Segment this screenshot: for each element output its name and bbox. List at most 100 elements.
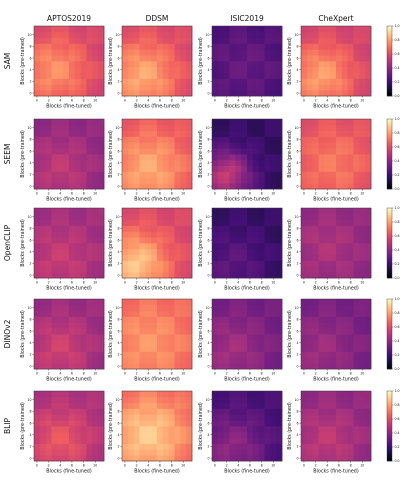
heatmap-cell xyxy=(336,328,343,335)
heatmap-cell xyxy=(133,72,140,79)
heatmap-cell xyxy=(162,408,170,415)
heatmap-cell xyxy=(235,183,242,190)
heatmap-cell xyxy=(212,420,219,427)
heatmap-cell xyxy=(241,391,248,398)
heatmap-cell xyxy=(241,237,248,244)
y-tick-label: 0 xyxy=(207,91,209,95)
heatmap-cell xyxy=(223,272,230,279)
heatmap-cell xyxy=(98,426,105,433)
heatmap-cell xyxy=(174,248,181,256)
heatmap-cell xyxy=(145,260,152,267)
heatmap-cell xyxy=(39,443,47,450)
heatmap-cell xyxy=(212,231,219,238)
heatmap-cell xyxy=(39,148,47,155)
heatmap-cell xyxy=(353,260,360,267)
heatmap-cell xyxy=(74,43,82,50)
heatmap-cell xyxy=(186,437,193,444)
heatmap-cell xyxy=(365,260,372,267)
heatmap-cell xyxy=(139,396,146,404)
heatmap-cell xyxy=(57,328,64,335)
heatmap-cell xyxy=(312,171,319,178)
colorbar-segment xyxy=(387,119,392,122)
heatmap-cell xyxy=(63,55,70,62)
heatmap-cell xyxy=(330,90,337,97)
colorbar-segment xyxy=(387,419,392,422)
heatmap-cell xyxy=(359,248,366,256)
heatmap-cell xyxy=(312,124,319,132)
heatmap-cell xyxy=(145,310,152,317)
heatmap-cell xyxy=(247,43,254,50)
heatmap-cell xyxy=(127,90,135,97)
y-tick-label: 0 xyxy=(29,456,31,460)
x-tick-label: 10 xyxy=(271,281,275,285)
heatmap-cell xyxy=(80,345,87,352)
heatmap-cell xyxy=(212,49,219,56)
heatmap-cell xyxy=(39,426,47,433)
heatmap-cell xyxy=(247,339,254,347)
heatmap-cell xyxy=(39,26,47,33)
heatmap-cell xyxy=(306,49,314,56)
heatmap-cell xyxy=(69,61,76,68)
heatmap-cell xyxy=(80,357,87,364)
heatmap-cell xyxy=(336,159,343,167)
colorbar-segment xyxy=(387,34,392,37)
heatmap-cell xyxy=(252,310,260,317)
heatmap-cell xyxy=(80,66,87,74)
heatmap-cell xyxy=(92,231,99,238)
heatmap-cell xyxy=(139,254,146,261)
heatmap-cell xyxy=(336,78,343,85)
heatmap-cell xyxy=(34,316,41,323)
heatmap-cell xyxy=(365,159,372,167)
heatmap-cell xyxy=(98,136,105,143)
heatmap-cell xyxy=(168,328,175,335)
heatmap-cell xyxy=(270,219,277,226)
heatmap-cell xyxy=(86,61,93,68)
heatmap-cell xyxy=(45,243,52,250)
heatmap-cell xyxy=(318,363,325,370)
heatmap-cell xyxy=(365,142,372,149)
heatmap-cell xyxy=(157,213,164,221)
heatmap-cell xyxy=(45,299,52,306)
heatmap-cell xyxy=(330,213,337,221)
x-tick-label: 10 xyxy=(93,281,97,285)
heatmap-cell xyxy=(252,142,260,149)
colorbar-tick-label: 0.2 xyxy=(395,80,400,84)
heatmap-cell xyxy=(63,431,70,439)
heatmap-cell xyxy=(145,78,152,85)
heatmap-cell xyxy=(92,248,99,256)
heatmap-cell xyxy=(122,66,129,74)
heatmap-cell xyxy=(247,328,254,335)
heatmap-cell xyxy=(324,231,331,238)
heatmap-cell xyxy=(330,391,337,398)
colorbar-segment xyxy=(387,306,392,309)
colorbar-segment xyxy=(387,64,392,67)
heatmap-cell xyxy=(139,159,146,167)
heatmap-cell xyxy=(330,66,337,74)
heatmap-cell xyxy=(223,455,230,462)
heatmap-cell xyxy=(212,72,219,79)
heatmap-cell xyxy=(365,266,372,273)
heatmap-cell xyxy=(80,208,87,215)
heatmap-cell xyxy=(63,402,70,409)
heatmap-cell xyxy=(92,243,99,250)
heatmap-cell xyxy=(127,177,135,184)
heatmap-cell xyxy=(276,130,283,137)
heatmap-cell xyxy=(301,66,308,74)
heatmap-cell xyxy=(264,219,271,226)
colorbar-segment xyxy=(387,187,392,190)
heatmap-cell xyxy=(86,254,93,261)
y-tick-label: 8 xyxy=(117,410,119,414)
heatmap-cell xyxy=(74,431,82,439)
colorbar-segment xyxy=(387,360,392,363)
heatmap-cell xyxy=(92,55,99,62)
heatmap-cell xyxy=(324,124,331,132)
heatmap-cell xyxy=(258,334,265,341)
heatmap-cell xyxy=(318,391,325,398)
colorbar-tick-label: 1.0 xyxy=(395,206,400,210)
heatmap-cell xyxy=(235,154,242,161)
heatmap-cell xyxy=(86,90,93,97)
heatmap-cell xyxy=(168,396,175,404)
heatmap-cell xyxy=(180,136,187,143)
heatmap-cell xyxy=(235,357,242,364)
